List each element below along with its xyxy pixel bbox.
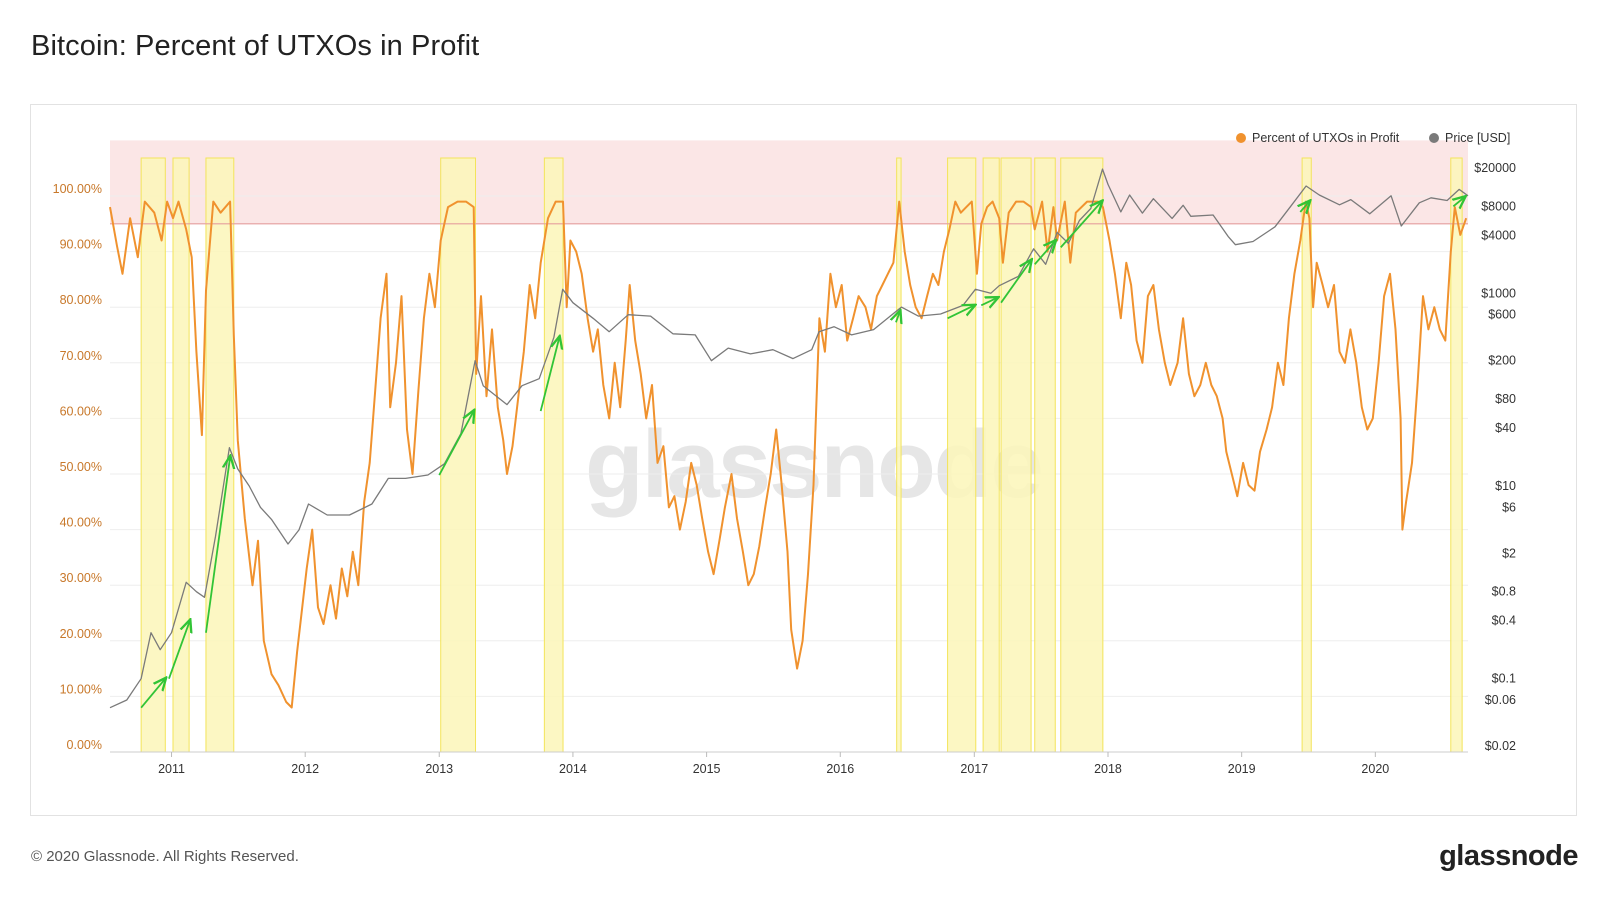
x-tick-label: 2014 (559, 762, 587, 776)
highlight-band (896, 157, 902, 753)
series-line-price (109, 168, 1469, 709)
highlight-band (1060, 157, 1104, 753)
trend-arrow (140, 679, 165, 709)
legend-profit[interactable]: Percent of UTXOs in Profit (1236, 131, 1399, 145)
x-tick-label: 2012 (291, 762, 319, 776)
y-right-tick-label: $20000 (1474, 161, 1516, 175)
x-tick-label: 2016 (826, 762, 854, 776)
x-tick-label: 2013 (425, 762, 453, 776)
legend-profit-label: Percent of UTXOs in Profit (1252, 131, 1400, 145)
trend-arrow (205, 457, 230, 633)
y-left-tick-label: 50.00% (60, 460, 102, 474)
highlight-band (205, 157, 235, 753)
y-right-tick-label: $0.02 (1485, 739, 1516, 753)
y-left-tick-label: 90.00% (60, 238, 102, 252)
x-tick-label: 2019 (1228, 762, 1256, 776)
y-left-tick-label: 40.00% (60, 516, 102, 530)
y-right-tick-label: $600 (1488, 308, 1516, 322)
y-left-tick-label: 70.00% (60, 349, 102, 363)
y-left-tick-label: 20.00% (60, 627, 102, 641)
y-right-tick-label: $40 (1495, 421, 1516, 435)
x-tick-label: 2018 (1094, 762, 1122, 776)
highlight-band (947, 157, 977, 753)
y-right-tick-label: $4000 (1481, 228, 1516, 242)
highlight-band (982, 157, 1000, 753)
y-right-tick-label: $8000 (1481, 199, 1516, 213)
x-tick-label: 2015 (693, 762, 721, 776)
x-tick-label: 2020 (1361, 762, 1389, 776)
y-right-tick-label: $0.4 (1492, 614, 1516, 628)
legend-price-dot-icon (1429, 133, 1439, 143)
x-tick-label: 2011 (158, 762, 185, 776)
y-right-tick-label: $0.06 (1485, 693, 1516, 707)
trend-arrow (438, 411, 473, 476)
trend-arrow (1000, 260, 1031, 304)
threshold-zone (110, 140, 1468, 224)
trend-arrow (1060, 201, 1102, 248)
trend-arrow (539, 337, 560, 412)
highlight-band (140, 157, 166, 753)
highlight-band (440, 157, 477, 753)
y-right-tick-label: $10 (1495, 479, 1516, 493)
y-right-tick-label: $0.8 (1492, 585, 1516, 599)
trend-arrow (168, 621, 190, 679)
highlight-band (1450, 157, 1463, 753)
y-left-tick-label: 100.00% (53, 182, 102, 196)
legend-price-label: Price [USD] (1445, 131, 1511, 145)
trend-arrow (1034, 241, 1056, 265)
y-right-tick-label: $200 (1488, 354, 1516, 368)
highlight-band (543, 157, 564, 753)
y-left-tick-label: 10.00% (60, 682, 102, 696)
page-title: Bitcoin: Percent of UTXOs in Profit (31, 30, 480, 62)
trend-arrow (947, 305, 975, 320)
y-right-tick-label: $0.1 (1492, 672, 1516, 686)
trend-arrow (896, 311, 900, 322)
legend-profit-dot-icon (1236, 133, 1246, 143)
legend-price[interactable]: Price [USD] (1429, 131, 1510, 145)
y-left-tick-label: 30.00% (60, 571, 102, 585)
trend-arrow (1300, 201, 1309, 212)
y-right-tick-label: $80 (1495, 392, 1516, 406)
y-left-tick-label: 0.00% (67, 738, 102, 752)
y-right-tick-label: $2 (1502, 546, 1516, 560)
y-right-tick-label: $1000 (1481, 286, 1516, 300)
trend-arrow (1453, 197, 1464, 206)
brand-logo[interactable]: glassnode (1439, 840, 1578, 872)
y-right-tick-label: $6 (1502, 500, 1516, 514)
trend-arrow (980, 298, 997, 306)
y-left-tick-label: 60.00% (60, 404, 102, 418)
copyright-text: © 2020 Glassnode. All Rights Reserved. (31, 848, 299, 865)
x-tick-label: 2017 (960, 762, 988, 776)
series-line-profit (109, 200, 1468, 709)
y-left-tick-label: 80.00% (60, 293, 102, 307)
